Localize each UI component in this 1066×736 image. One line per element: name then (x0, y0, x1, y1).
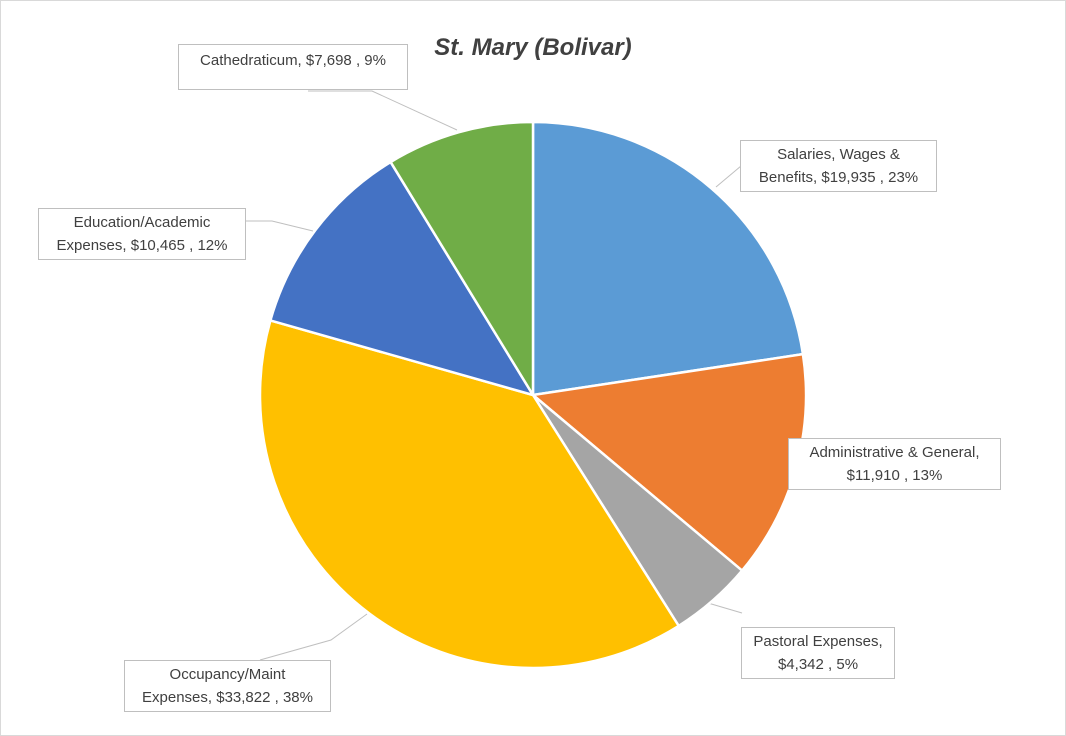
data-label-salaries: Salaries, Wages & Benefits, $19,935 , 23… (740, 140, 937, 192)
leader-line-education (246, 220, 314, 232)
data-label-pastoral-line2: $4,342 , 5% (777, 656, 859, 673)
data-label-administrative-line1: Administrative & General, (809, 444, 980, 461)
data-label-salaries-line2: Benefits, $19,935 , 23% (758, 169, 919, 186)
data-label-pastoral-line1: Pastoral Expenses, (753, 633, 883, 650)
leader-line-occupancy (259, 613, 368, 661)
pie-slice-occupancy (258, 319, 680, 670)
pie-slices (258, 120, 808, 670)
pie-slice-cathedraticum (389, 120, 535, 397)
data-label-pastoral: Pastoral Expenses, $4,342 , 5% (741, 627, 895, 679)
data-label-occupancy-line2: Expenses, $33,822 , 38% (142, 689, 313, 706)
data-label-salaries-line1: Salaries, Wages & (777, 146, 900, 163)
data-label-administrative: Administrative & General, $11,910 , 13% (788, 438, 1001, 490)
data-label-cathedraticum: Cathedraticum, $7,698 , 9% (178, 44, 408, 90)
leader-lines (246, 90, 807, 661)
data-label-administrative-line2: $11,910 , 13% (846, 467, 943, 484)
pie-slice-salaries (531, 120, 805, 397)
chart-title: St. Mary (Bolivar) (434, 34, 632, 61)
leader-line-salaries (715, 165, 742, 188)
data-label-occupancy: Occupancy/Maint Expenses, $33,822 , 38% (124, 660, 331, 712)
leader-line-cathedraticum (308, 90, 458, 131)
pie-slice-education (269, 160, 535, 397)
data-label-occupancy-line1: Occupancy/Maint (169, 666, 286, 683)
data-label-cathedraticum-line1: Cathedraticum, $7,698 , 9% (200, 52, 386, 69)
data-label-education-line2: Expenses, $10,465 , 12% (56, 237, 228, 254)
data-label-education-line1: Education/Academic (73, 214, 211, 231)
leader-line-pastoral (707, 602, 743, 614)
data-label-education: Education/Academic Expenses, $10,465 , 1… (38, 208, 246, 260)
